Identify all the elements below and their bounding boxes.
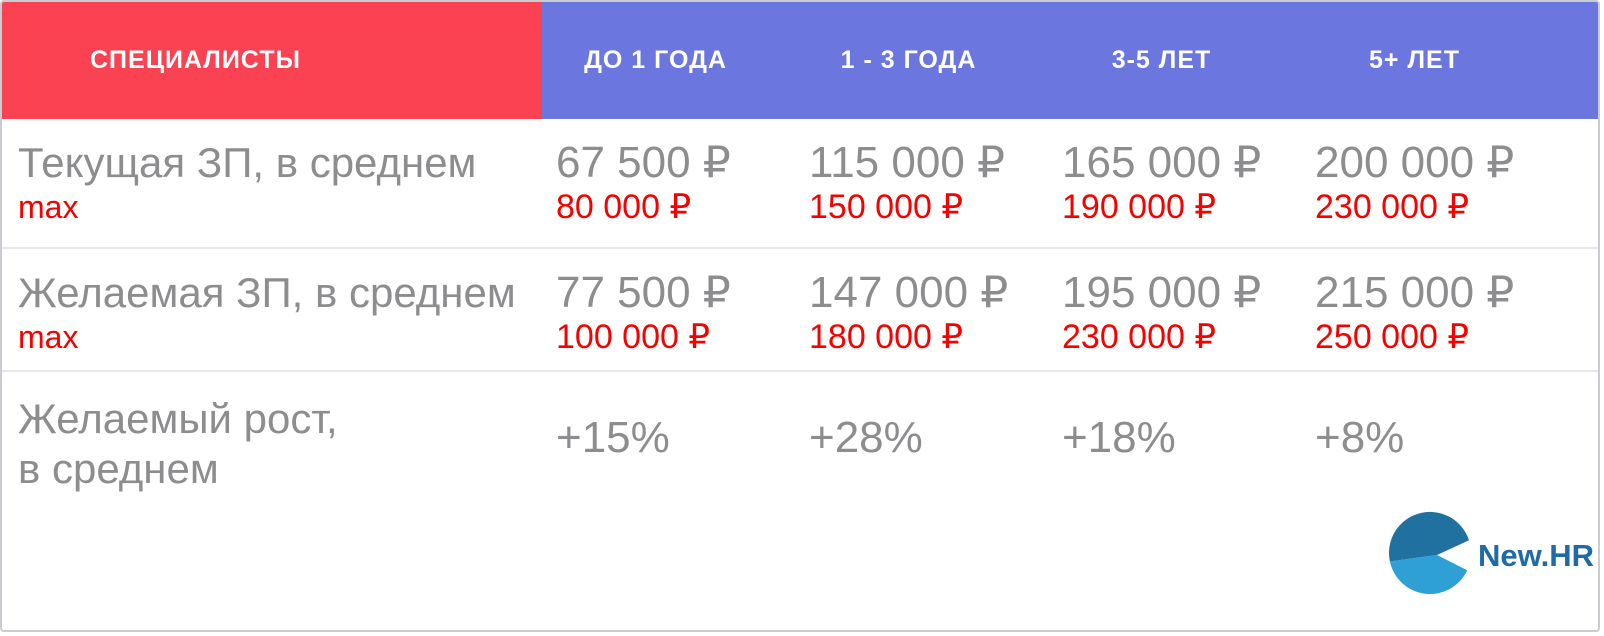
row-label-cell: Желаемый рост, в среднем: [2, 372, 542, 630]
avg-value: 195 000 ₽: [1062, 268, 1262, 317]
max-value: 150 000 ₽: [809, 188, 963, 226]
growth-value: +18%: [1062, 413, 1176, 462]
row-label-line1: Желаемый рост,: [18, 395, 338, 442]
avg-value: 77 500 ₽: [556, 268, 731, 317]
row-label: Желаемая ЗП, в среднем: [18, 269, 516, 316]
growth-value: +15%: [556, 413, 670, 462]
value-cell: 147 000 ₽ 180 000 ₽: [795, 249, 1048, 370]
table-row-desired-salary: Желаемая ЗП, в среднем max 77 500 ₽ 100 …: [2, 247, 1598, 370]
avg-value: 147 000 ₽: [809, 268, 1009, 317]
newhr-logo-icon: [1388, 511, 1472, 600]
max-value: 190 000 ₽: [1062, 188, 1216, 226]
table-row-desired-growth: Желаемый рост, в среднем +15% +28% +18% …: [2, 370, 1598, 630]
header-col-1-3-years: 1 - 3 ГОДА: [795, 2, 1048, 119]
row-label-line2: в среднем: [18, 445, 219, 492]
value-cell: 67 500 ₽ 80 000 ₽: [542, 119, 795, 247]
value-cell: 77 500 ₽ 100 000 ₽: [542, 249, 795, 370]
max-value: 230 000 ₽: [1315, 188, 1469, 226]
header-col-label: 3-5 ЛЕТ: [1111, 46, 1212, 74]
max-value: 250 000 ₽: [1315, 318, 1469, 356]
header-specialists-label: СПЕЦИАЛИСТЫ: [90, 46, 301, 74]
avg-value: 165 000 ₽: [1062, 138, 1262, 187]
avg-value: 67 500 ₽: [556, 138, 731, 187]
table-header-row: СПЕЦИАЛИСТЫ ДО 1 ГОДА 1 - 3 ГОДА 3-5 ЛЕТ…: [2, 2, 1598, 119]
growth-value: +8%: [1315, 413, 1405, 462]
value-cell: 200 000 ₽ 230 000 ₽: [1301, 119, 1554, 247]
header-col-under-1-year: ДО 1 ГОДА: [542, 2, 795, 119]
header-col-label: ДО 1 ГОДА: [584, 46, 727, 74]
value-cell: 195 000 ₽ 230 000 ₽: [1048, 249, 1301, 370]
avg-value: 215 000 ₽: [1315, 268, 1515, 317]
value-cell: 115 000 ₽ 150 000 ₽: [795, 119, 1048, 247]
value-cell: 215 000 ₽ 250 000 ₽: [1301, 249, 1554, 370]
row-label: Текущая ЗП, в среднем: [18, 139, 477, 186]
growth-value: +28%: [809, 413, 923, 462]
header-col-5-plus-years: 5+ ЛЕТ: [1301, 2, 1554, 119]
max-value: 80 000 ₽: [556, 188, 692, 226]
header-col-3-5-years: 3-5 ЛЕТ: [1048, 2, 1301, 119]
value-cell: 165 000 ₽ 190 000 ₽: [1048, 119, 1301, 247]
max-value: 100 000 ₽: [556, 318, 710, 356]
avg-value: 115 000 ₽: [809, 138, 1006, 187]
newhr-logo: New.HR: [1388, 511, 1594, 600]
header-col-label: 5+ ЛЕТ: [1369, 46, 1460, 74]
max-label: max: [18, 189, 79, 225]
filler-cell: [1554, 249, 1598, 370]
table-row-current-salary: Текущая ЗП, в среднем max 67 500 ₽ 80 00…: [2, 119, 1598, 247]
max-value: 180 000 ₽: [809, 318, 963, 356]
value-cell: +28%: [795, 372, 1048, 630]
filler-cell: [1554, 119, 1598, 247]
max-value: 230 000 ₽: [1062, 318, 1216, 356]
newhr-logo-text: New.HR: [1478, 537, 1594, 573]
avg-value: 200 000 ₽: [1315, 138, 1515, 187]
header-col-label: 1 - 3 ГОДА: [840, 46, 977, 74]
value-cell: +18%: [1048, 372, 1301, 630]
header-specialists-cell: СПЕЦИАЛИСТЫ: [2, 2, 542, 119]
value-cell: +15%: [542, 372, 795, 630]
max-label: max: [18, 319, 79, 355]
header-filler-cell: [1554, 2, 1598, 119]
row-label-cell: Текущая ЗП, в среднем max: [2, 119, 542, 247]
row-label-cell: Желаемая ЗП, в среднем max: [2, 249, 542, 370]
value-cell: +8%: [1301, 372, 1554, 630]
